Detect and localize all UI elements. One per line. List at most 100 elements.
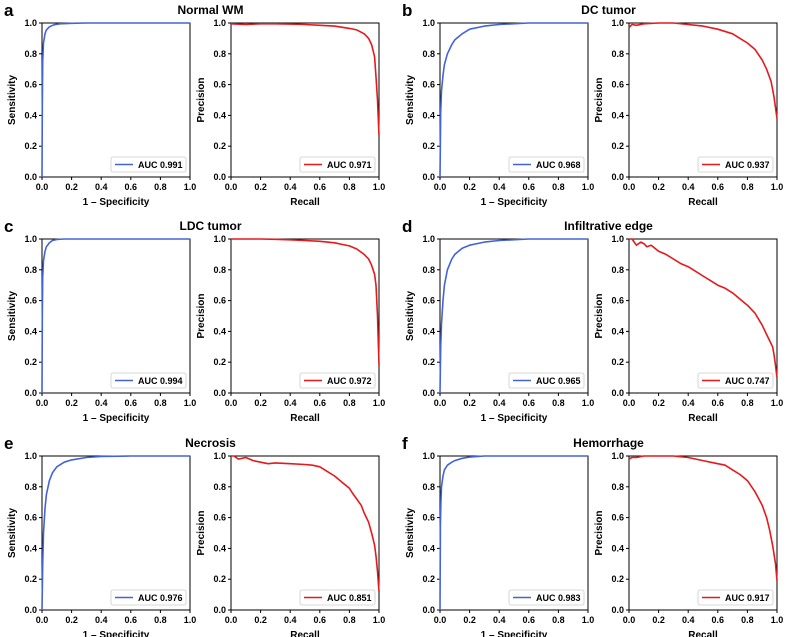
roc-xtick-label: 0.4 (95, 615, 108, 625)
roc-xtick-label: 0.8 (552, 398, 565, 408)
panel-title: Normal WM (178, 3, 244, 17)
panel-title: Infiltrative edge (564, 219, 653, 233)
roc-ytick-label: 0.4 (422, 543, 435, 553)
pr-xtick-label: 0.4 (284, 182, 297, 192)
roc-xtick-label: 1.0 (582, 182, 595, 192)
pr-xtick-label: 1.0 (771, 182, 784, 192)
pr-curve (629, 238, 778, 378)
pr-xtick-label: 1.0 (771, 398, 784, 408)
roc-legend-box (508, 156, 585, 173)
roc-ytick-label: 0.0 (24, 172, 37, 182)
pr-frame (628, 238, 778, 394)
pr-ytick-label: 0.6 (611, 80, 624, 90)
pr-xtick-label: 0.8 (741, 182, 754, 192)
roc-legend-box (110, 156, 187, 173)
pr-xtick-label: 0.6 (314, 398, 327, 408)
roc-ytick-label: 1.0 (24, 451, 37, 461)
pr-xtick-label: 0.0 (225, 182, 238, 192)
pr-xtick-label: 0.6 (314, 182, 327, 192)
pr-xtick-label: 0.4 (682, 182, 695, 192)
pr-ytick-label: 0.8 (213, 49, 226, 59)
pr-legend-label: AUC 0.937 (725, 160, 770, 170)
roc-ytick-label: 0.6 (422, 80, 435, 90)
pr-legend-label: AUC 0.747 (725, 376, 770, 386)
pr-xtick-label: 0.8 (343, 182, 356, 192)
roc-frame (41, 22, 191, 178)
pr-xlabel: Recall (688, 197, 718, 208)
roc-ytick-label: 0.0 (422, 172, 435, 182)
panel-e: e Necrosis 0.0 0.2 0.4 0.6 0.8 1.0 0.0 0.2 0.4 0.6 0… (4, 434, 385, 637)
roc-ytick-label: 0.2 (24, 574, 37, 584)
roc-ytick-label: 0.2 (422, 357, 435, 367)
pr-xtick-label: 0.0 (225, 398, 238, 408)
roc-xtick-label: 0.0 (36, 398, 49, 408)
roc-xlabel: 1 – Specificity (83, 197, 150, 208)
pr-ytick-label: 0.6 (213, 513, 226, 523)
pr-ytick-label: 0.6 (213, 80, 226, 90)
panel-letter: e (4, 434, 13, 453)
panel-letter: b (402, 1, 412, 20)
roc-xtick-label: 0.6 (125, 615, 138, 625)
roc-xtick-label: 0.8 (154, 182, 167, 192)
roc-xtick-label: 0.2 (65, 398, 78, 408)
pr-ytick-label: 1.0 (611, 18, 624, 28)
panel-letter: d (402, 217, 412, 236)
roc-curve (41, 22, 190, 178)
pr-ytick-label: 0.8 (213, 265, 226, 275)
pr-xtick-label: 0.2 (652, 615, 665, 625)
roc-xtick-label: 0.2 (65, 615, 78, 625)
roc-curve (41, 455, 190, 611)
pr-frame (230, 238, 380, 394)
roc-curve (439, 238, 588, 394)
roc-xtick-label: 0.2 (463, 182, 476, 192)
roc-ytick-label: 0.0 (24, 605, 37, 615)
roc-xtick-label: 0.0 (36, 182, 49, 192)
pr-xlabel: Recall (688, 630, 718, 637)
roc-ytick-label: 0.2 (422, 574, 435, 584)
roc-legend-label: AUC 0.991 (138, 160, 183, 170)
roc-ytick-label: 0.6 (422, 513, 435, 523)
roc-xtick-label: 0.0 (434, 398, 447, 408)
roc-legend-label: AUC 0.994 (138, 376, 183, 386)
pr-legend-label: AUC 0.972 (327, 376, 372, 386)
roc-xlabel: 1 – Specificity (481, 413, 548, 424)
pr-ytick-label: 0.2 (213, 357, 226, 367)
roc-curve (41, 238, 190, 394)
roc-ytick-label: 0.6 (422, 296, 435, 306)
pr-frame (230, 22, 380, 178)
roc-xtick-label: 1.0 (184, 398, 197, 408)
roc-ytick-label: 0.0 (422, 388, 435, 398)
roc-xtick-label: 0.8 (552, 615, 565, 625)
panel-letter: f (402, 434, 408, 453)
pr-legend-label: AUC 0.917 (725, 593, 770, 603)
pr-ylabel: Precision (594, 77, 605, 122)
pr-xtick-label: 0.0 (623, 398, 636, 408)
pr-ytick-label: 0.2 (611, 357, 624, 367)
pr-ytick-label: 0.4 (611, 543, 624, 553)
roc-frame (439, 455, 589, 611)
pr-xtick-label: 0.8 (741, 615, 754, 625)
roc-ytick-label: 0.6 (24, 296, 37, 306)
pr-xlabel: Recall (290, 197, 320, 208)
pr-xtick-label: 1.0 (373, 182, 386, 192)
roc-xtick-label: 1.0 (582, 398, 595, 408)
pr-ytick-label: 0.8 (611, 482, 624, 492)
pr-curve (628, 455, 778, 581)
pr-ytick-label: 0.0 (213, 388, 226, 398)
pr-ylabel: Precision (594, 510, 605, 555)
pr-xtick-label: 0.8 (741, 398, 754, 408)
pr-legend-box (697, 372, 774, 389)
roc-ylabel: Sensitivity (405, 508, 416, 558)
pr-legend-box (697, 589, 774, 606)
pr-curve (231, 238, 380, 366)
roc-xtick-label: 0.6 (125, 398, 138, 408)
pr-ytick-label: 1.0 (213, 18, 226, 28)
pr-xtick-label: 0.0 (225, 615, 238, 625)
pr-xtick-label: 0.6 (712, 398, 725, 408)
pr-ytick-label: 1.0 (611, 451, 624, 461)
roc-xtick-label: 1.0 (184, 615, 197, 625)
roc-ytick-label: 0.8 (24, 265, 37, 275)
roc-legend-label: AUC 0.968 (536, 160, 581, 170)
roc-legend-box (110, 589, 187, 606)
